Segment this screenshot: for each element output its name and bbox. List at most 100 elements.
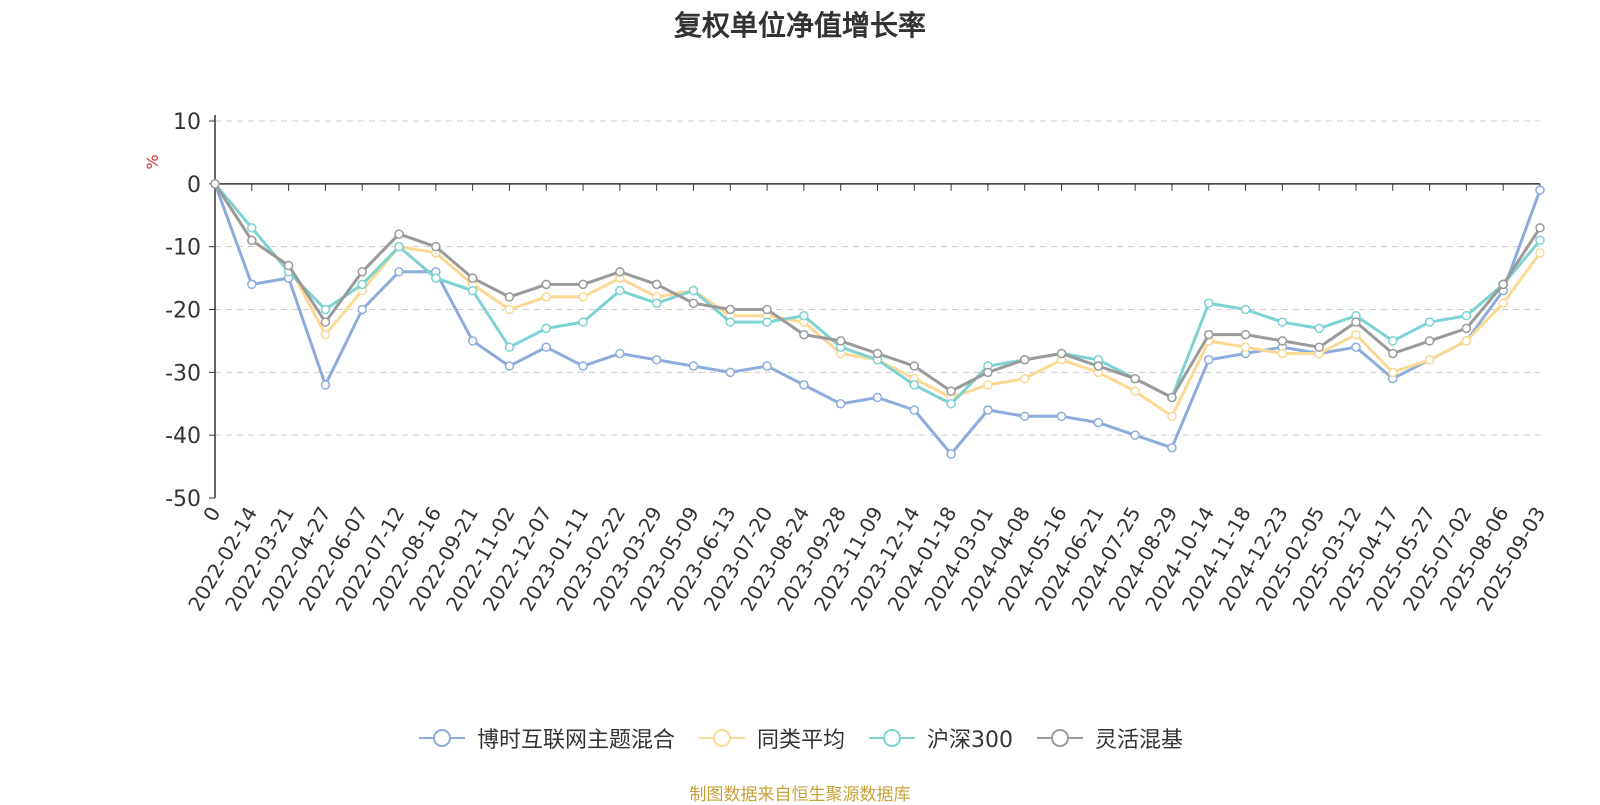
- data-point: [1167, 411, 1177, 422]
- data-point: [247, 279, 257, 290]
- data-point: [1424, 317, 1435, 327]
- legend-item-csi300[interactable]: 沪深300: [867, 722, 1013, 754]
- y-tick-label: 10: [173, 110, 201, 135]
- data-point: [320, 380, 331, 390]
- legend-circle-icon: [698, 729, 745, 747]
- chart-title: 复权单位净值增长率: [673, 9, 926, 42]
- data-point: [1277, 348, 1288, 359]
- data-point: [872, 348, 883, 359]
- data-point: [578, 292, 588, 302]
- data-point: [1277, 336, 1288, 346]
- data-point: [320, 304, 331, 315]
- data-point: [799, 380, 809, 390]
- data-point: [1461, 311, 1472, 321]
- data-point: [467, 285, 478, 296]
- data-point: [578, 361, 588, 371]
- data-point: [983, 380, 993, 390]
- data-point: [946, 399, 956, 409]
- data-point: [1056, 348, 1067, 359]
- y-tick-label: -40: [165, 424, 201, 449]
- data-point: [1388, 348, 1398, 359]
- data-point: [504, 342, 515, 352]
- data-point: [1167, 442, 1177, 453]
- data-point: [247, 223, 257, 233]
- data-point: [1167, 392, 1177, 403]
- legend-circle-icon: [418, 729, 465, 747]
- legend-item-boshi[interactable]: 博时互联网主题混合: [417, 722, 675, 754]
- data-point: [615, 267, 625, 277]
- data-point: [1535, 223, 1545, 233]
- data-point: [1019, 411, 1030, 422]
- data-point: [835, 399, 846, 409]
- data-point: [762, 304, 772, 315]
- data-point: [504, 304, 515, 315]
- data-point: [762, 317, 772, 327]
- series-line: [213, 182, 1542, 406]
- data-point: [1535, 235, 1545, 246]
- data-point: [946, 386, 956, 396]
- series-lines: [210, 179, 1545, 459]
- data-point: [1056, 411, 1067, 422]
- data-point: [1093, 361, 1104, 371]
- data-point: [799, 311, 809, 321]
- data-point: [725, 317, 736, 327]
- data-point: [541, 323, 551, 334]
- data-point: [983, 367, 993, 378]
- data-point: [1204, 329, 1214, 340]
- legend: 博时互联网主题混合 同类平均 沪深300 灵活混基: [0, 722, 1600, 754]
- data-point: [467, 336, 478, 346]
- data-point: [651, 355, 662, 365]
- data-point: [615, 348, 625, 359]
- data-point: [1019, 355, 1030, 365]
- data-point: [1461, 336, 1472, 346]
- data-point: [909, 361, 920, 371]
- data-point: [651, 298, 662, 308]
- data-point: [651, 279, 662, 290]
- data-point: [431, 241, 441, 252]
- data-point: [467, 273, 478, 283]
- data-point: [504, 292, 515, 302]
- data-point: [725, 304, 736, 315]
- data-point: [320, 317, 331, 327]
- data-point: [283, 260, 294, 271]
- data-point: [688, 285, 699, 296]
- data-point: [1314, 323, 1324, 334]
- series-line: [213, 182, 1542, 399]
- data-point: [1424, 355, 1435, 365]
- data-point: [946, 449, 956, 459]
- data-point: [541, 342, 551, 352]
- data-point: [541, 279, 551, 290]
- data-point: [578, 279, 588, 290]
- data-point: [1130, 430, 1140, 440]
- data-point: [1130, 373, 1140, 384]
- legend-item-peer-average[interactable]: 同类平均: [697, 722, 845, 754]
- grid-lines: [215, 120, 1540, 436]
- data-point: [1240, 304, 1251, 315]
- data-point: [615, 285, 625, 296]
- data-point: [1019, 373, 1030, 384]
- data-point: [1461, 323, 1472, 334]
- x-tick-label: 0: [198, 503, 225, 526]
- data-point: [1240, 342, 1251, 352]
- legend-item-flexible-mixed[interactable]: 灵活混基: [1035, 722, 1183, 754]
- data-point: [394, 241, 404, 252]
- legend-label: 沪深300: [927, 728, 1013, 753]
- y-tick-label: 0: [187, 173, 201, 198]
- data-point: [1093, 417, 1104, 428]
- y-tick-label: -10: [165, 236, 201, 261]
- data-point: [762, 361, 772, 371]
- data-point: [983, 405, 993, 415]
- data-point: [1498, 279, 1508, 290]
- data-point: [688, 298, 699, 308]
- y-axis-unit-label: %: [143, 154, 162, 169]
- data-point: [541, 292, 551, 302]
- series-line: [213, 182, 1542, 418]
- y-tick-label: -20: [165, 299, 201, 324]
- data-point: [1130, 386, 1140, 396]
- data-point: [1240, 329, 1251, 340]
- data-point: [872, 392, 883, 403]
- data-point: [210, 179, 220, 189]
- data-point: [1535, 185, 1545, 195]
- data-point: [725, 367, 736, 378]
- data-point: [357, 279, 367, 290]
